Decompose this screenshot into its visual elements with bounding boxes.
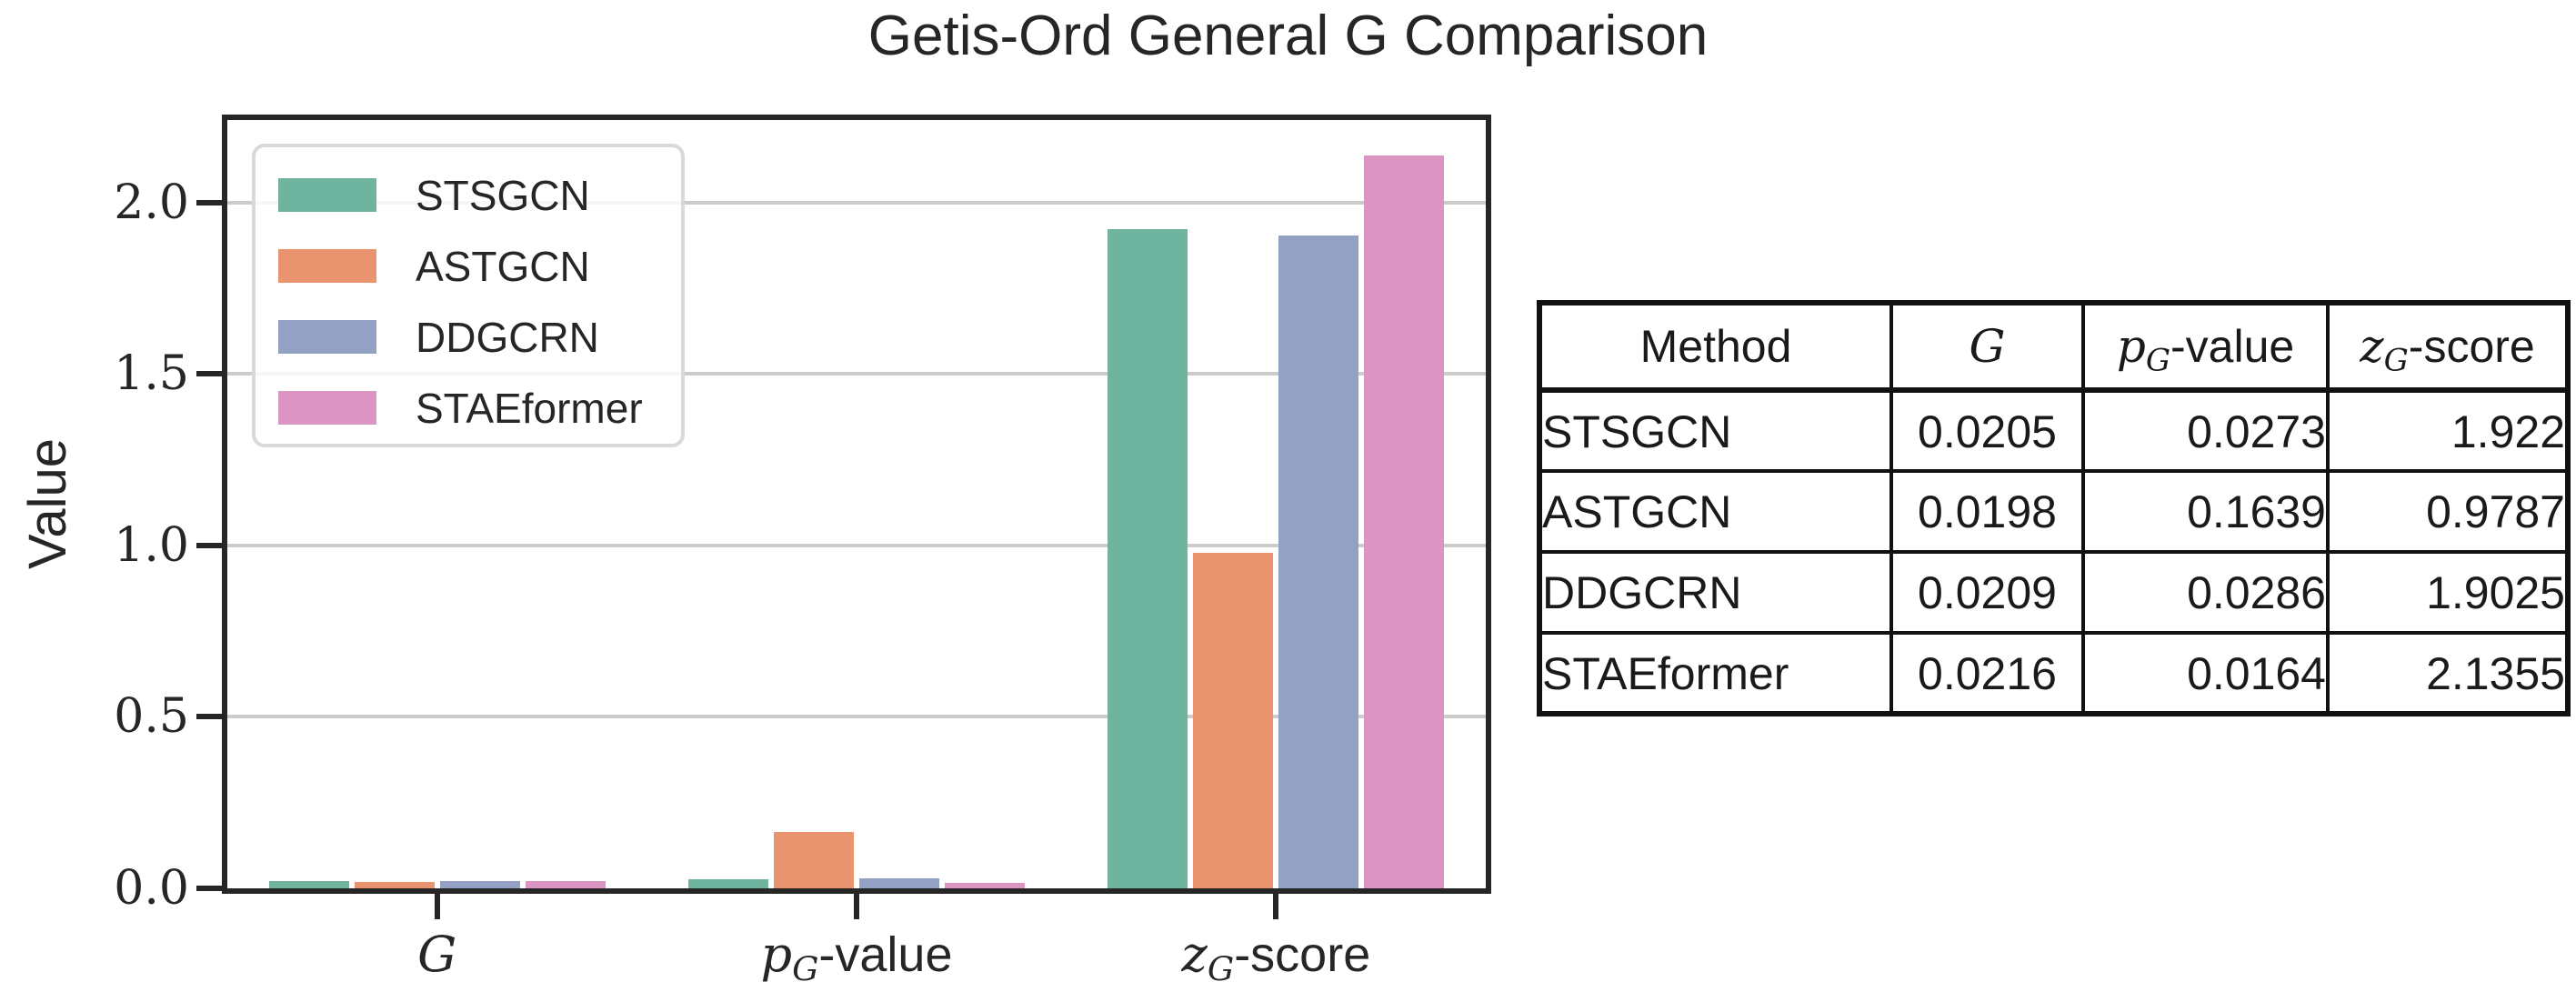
math-symbol: z <box>1181 926 1208 983</box>
table-header-cell-3: zG-score <box>2326 301 2570 393</box>
table-cell: 2.1355 <box>2326 631 2570 716</box>
legend-item-astgcn: ASTGCN <box>256 231 681 304</box>
table-cell: ASTGCN <box>1538 469 1893 554</box>
legend-label: STSGCN <box>416 172 590 219</box>
table-cell: 0.1639 <box>2081 469 2330 554</box>
bar-stsgcn-0 <box>268 881 349 888</box>
math-symbol: G <box>417 926 457 983</box>
y-tick-mark <box>196 714 222 720</box>
x-tick-mark <box>854 894 859 919</box>
table-cell: 0.0216 <box>1889 631 2085 716</box>
bar-ddgcrn-0 <box>439 881 520 888</box>
table-cell: STAEformer <box>1538 631 1893 716</box>
table-row: DDGCRN 0.0209 0.0286 1.9025 <box>1538 550 2570 635</box>
bar-ddgcrn-2 <box>1278 235 1359 888</box>
table-header-cell-1: G <box>1889 301 2085 393</box>
legend-item-stsgcn: STSGCN <box>256 160 681 233</box>
y-tick-label: 0.0 <box>114 861 189 916</box>
y-tick-label: 1.5 <box>114 346 189 402</box>
bar-stsgcn-2 <box>1108 228 1188 888</box>
y-tick-mark <box>196 199 222 205</box>
table-cell: 1.9025 <box>2326 550 2570 635</box>
y-tick-mark <box>196 371 222 377</box>
bar-astgcn-2 <box>1193 552 1274 888</box>
table-header-cell-0: Method <box>1538 301 1893 393</box>
table-row: STSGCN 0.0205 0.0273 1.922 <box>1538 388 2570 473</box>
table-cell: 0.0164 <box>2081 631 2330 716</box>
table-header-cell-2: pG-value <box>2081 301 2330 393</box>
gridline <box>227 372 1486 376</box>
table-cell: DDGCRN <box>1538 550 1893 635</box>
bar-ddgcrn-1 <box>859 878 939 888</box>
results-table-body: STSGCN 0.0205 0.0273 1.922 ASTGCN 0.0198 0.163… <box>1538 388 2570 716</box>
y-tick-mark <box>196 886 222 891</box>
math-suffix-text: -value <box>2170 321 2295 372</box>
header-text: Method <box>1639 321 1792 372</box>
x-tick-mark <box>1273 894 1279 919</box>
bar-chart-plot-area: STSGCN ASTGCN DDGCRN STAEformer <box>222 115 1491 894</box>
gridline <box>227 200 1486 205</box>
bar-astgcn-1 <box>774 832 854 888</box>
table-row: STAEformer 0.0216 0.0164 2.1355 <box>1538 631 2570 716</box>
math-symbol: p <box>2116 320 2146 373</box>
table-cell: 0.0198 <box>1889 469 2085 554</box>
table-cell: STSGCN <box>1538 388 1893 473</box>
table-cell: 1.922 <box>2326 388 2570 473</box>
bar-stsgcn-1 <box>688 878 768 888</box>
table-cell: 0.9787 <box>2326 469 2570 554</box>
math-symbol: G <box>1969 320 2006 373</box>
legend-label: ASTGCN <box>416 243 590 290</box>
math-subscript: G <box>1207 949 1235 989</box>
bar-staeformer-1 <box>945 882 1025 888</box>
math-symbol: z <box>2360 320 2384 373</box>
y-tick-label: 1.0 <box>114 517 189 573</box>
y-tick-label: 2.0 <box>114 175 189 230</box>
legend-label: DDGCRN <box>416 314 599 361</box>
legend-swatch-ddgcrn <box>278 320 376 354</box>
math-subscript: G <box>2145 342 2170 379</box>
y-tick-label: 0.5 <box>114 689 189 745</box>
legend-label: STAEformer <box>416 385 643 432</box>
bar-astgcn-0 <box>354 881 435 888</box>
math-suffix-text: -score <box>1234 927 1371 982</box>
gridline <box>227 543 1486 547</box>
math-subscript: G <box>792 949 819 989</box>
x-tick-mark <box>434 894 440 919</box>
table-cell: 0.0209 <box>1889 550 2085 635</box>
math-suffix-text: -score <box>2408 321 2535 372</box>
chart-title: Getis-Ord General G Comparison <box>867 5 1709 67</box>
gridline <box>227 715 1486 719</box>
legend-item-ddgcrn: DDGCRN <box>256 302 681 375</box>
table-cell: 0.0273 <box>2081 388 2330 473</box>
table-cell: 0.0286 <box>2081 550 2330 635</box>
x-tick-label-2: zG-score <box>1076 923 1476 1002</box>
table-cell: 0.0205 <box>1889 388 2085 473</box>
math-subscript: G <box>2383 342 2409 379</box>
table-row: ASTGCN 0.0198 0.1639 0.9787 <box>1538 469 2570 554</box>
bar-staeformer-2 <box>1364 155 1445 888</box>
legend-swatch-staeformer <box>278 391 376 425</box>
y-tick-mark <box>196 542 222 548</box>
legend: STSGCN ASTGCN DDGCRN STAEformer <box>252 144 685 447</box>
legend-swatch-stsgcn <box>278 178 376 212</box>
x-tick-label-1: pG-value <box>657 923 1057 1002</box>
math-suffix-text: -value <box>818 927 953 982</box>
math-symbol: p <box>760 926 793 983</box>
x-tick-label-0: G <box>237 923 637 1002</box>
legend-item-staeformer: STAEformer <box>256 373 681 446</box>
bar-staeformer-0 <box>525 880 606 888</box>
legend-swatch-astgcn <box>278 249 376 283</box>
